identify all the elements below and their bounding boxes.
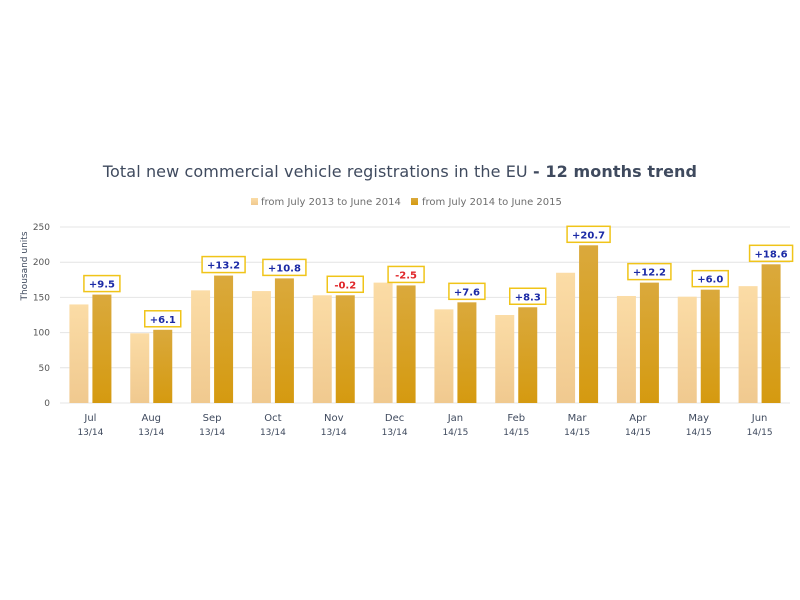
x-tick-period-label: 14/15 [442, 428, 468, 438]
bar-2014-2015-aug [153, 329, 173, 403]
change-label: +20.7 [572, 230, 605, 241]
change-box [144, 310, 182, 328]
x-tick-label: Oct [264, 413, 281, 424]
change-box [262, 258, 307, 277]
change-label: +8.3 [515, 292, 541, 303]
change-label: +12.2 [633, 268, 666, 279]
x-tick-period-label: 14/15 [625, 428, 651, 438]
change-box [691, 269, 729, 288]
change-box [326, 275, 364, 294]
change-label: +13.2 [207, 261, 240, 272]
bar-2014-2015-apr [639, 282, 659, 403]
change-label: -0.2 [334, 280, 356, 291]
bar-2013-2014-sep [191, 290, 211, 403]
legend: from July 2013 to June 2014 from July 20… [251, 197, 562, 208]
change-label: +10.8 [268, 263, 301, 274]
bar-2013-2014-feb [495, 315, 515, 403]
y-tick-label: 50 [39, 364, 51, 374]
legend-swatch-2013-2014 [251, 198, 258, 205]
x-tick-label: Jun [751, 413, 768, 424]
change-box [566, 225, 611, 244]
bar-2014-2015-jul [92, 294, 112, 403]
legend-label-2014-2015: from July 2014 to June 2015 [422, 197, 562, 208]
change-label: +18.6 [755, 249, 788, 260]
bar-2013-2014-dec [373, 282, 393, 403]
x-tick-label: Dec [385, 413, 404, 424]
x-tick-period-label: 14/15 [503, 428, 529, 438]
x-tick-period-label: 14/15 [747, 428, 773, 438]
x-tick-period-label: 14/15 [686, 428, 712, 438]
chart-title-bold: - 12 months trend [532, 162, 698, 181]
bar-2014-2015-sep [214, 275, 234, 403]
bar-2013-2014-aug [130, 333, 150, 403]
x-tick-period-label: 13/14 [382, 428, 408, 438]
change-label: -2.5 [395, 270, 417, 281]
x-tick-period-label: 13/14 [260, 428, 286, 438]
y-tick-label: 200 [33, 258, 50, 268]
bar-2013-2014-oct [251, 291, 271, 403]
change-box [627, 262, 672, 281]
change-label: +7.6 [454, 287, 480, 298]
chart-title-main: Total new commercial vehicle registratio… [102, 162, 528, 181]
legend-swatch-2014-2015 [411, 198, 418, 205]
change-label: +9.5 [89, 280, 115, 291]
bar-2014-2015-oct [274, 278, 294, 403]
bar-2013-2014-jun [738, 286, 758, 403]
bar-2013-2014-mar [556, 272, 576, 403]
bar-2014-2015-feb [518, 307, 538, 403]
bar-2014-2015-dec [396, 285, 416, 403]
x-tick-label: Aug [141, 413, 161, 424]
x-tick-period-label: 13/14 [321, 428, 347, 438]
change-box [201, 255, 246, 274]
x-axis-labels: Jul 13/14 Aug 13/14 Sep 13/14 Oct 13/14 Nov 13/14… [77, 413, 772, 438]
bar-2013-2014-nov [312, 295, 332, 403]
change-box [387, 265, 425, 284]
x-tick-label: Sep [203, 413, 222, 424]
x-tick-label: Jan [447, 413, 463, 424]
x-tick-label: Nov [324, 413, 344, 424]
change-annotations: +9.5 +6.1 +13.2 +10.8 -0.2 -2.5 +7.6 +8.3 +20.7 +… [83, 225, 794, 328]
y-axis-ticks: 0 50 100 150 200 250 [33, 223, 50, 409]
x-tick-label: Jul [83, 413, 96, 424]
y-tick-label: 250 [33, 223, 50, 233]
bar-2013-2014-jul [69, 304, 89, 403]
change-label: +6.1 [150, 315, 176, 326]
y-tick-label: 150 [33, 293, 50, 303]
y-tick-label: 100 [33, 329, 50, 339]
bar-2014-2015-jun [761, 264, 781, 403]
change-box [748, 244, 794, 263]
x-tick-period-label: 13/14 [77, 428, 103, 438]
y-axis-label: Thousand units [20, 231, 30, 301]
bar-2013-2014-may [677, 296, 697, 403]
chart-title: Total new commercial vehicle registratio… [0, 162, 800, 181]
change-box [448, 282, 486, 301]
change-box [83, 274, 121, 293]
bar-2014-2015-nov [335, 295, 355, 403]
bars [69, 245, 781, 403]
x-tick-period-label: 13/14 [138, 428, 164, 438]
y-tick-label: 0 [44, 399, 50, 409]
bar-2014-2015-jan [457, 302, 477, 403]
x-tick-label: Mar [568, 413, 588, 424]
change-box [509, 287, 547, 306]
gridlines [60, 226, 790, 404]
bar-2013-2014-jan [434, 309, 454, 403]
x-tick-label: Feb [507, 413, 525, 424]
change-label: +6.0 [697, 275, 723, 286]
legend-label-2013-2014: from July 2013 to June 2014 [261, 197, 401, 208]
bar-2013-2014-apr [616, 295, 636, 403]
x-tick-label: May [688, 413, 709, 424]
bar-2014-2015-may [700, 289, 720, 403]
x-tick-period-label: 13/14 [199, 428, 225, 438]
bar-2014-2015-mar [579, 245, 599, 403]
x-tick-period-label: 14/15 [564, 428, 590, 438]
x-tick-label: Apr [629, 413, 647, 424]
